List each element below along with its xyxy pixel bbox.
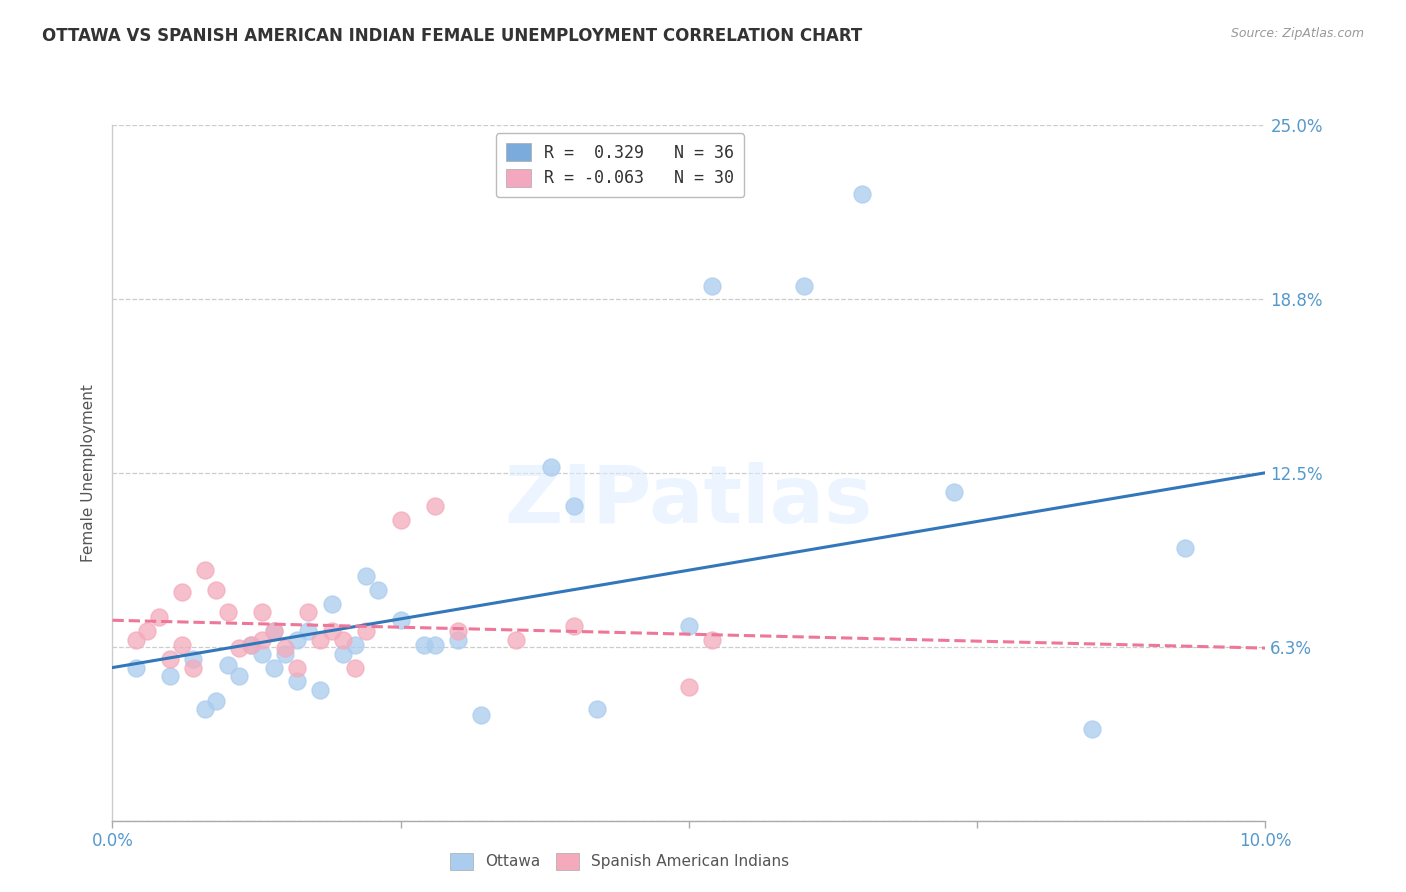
Point bbox=[354, 624, 377, 639]
Point bbox=[274, 647, 297, 661]
Point bbox=[678, 680, 700, 694]
Point bbox=[181, 652, 204, 666]
Point bbox=[194, 702, 217, 716]
Point bbox=[124, 660, 146, 674]
Point bbox=[309, 682, 332, 697]
Point bbox=[239, 638, 262, 652]
Point bbox=[321, 624, 343, 639]
Point bbox=[851, 187, 873, 202]
Point bbox=[793, 279, 815, 293]
Point bbox=[678, 619, 700, 633]
Point bbox=[285, 632, 308, 647]
Point bbox=[425, 499, 447, 513]
Point bbox=[505, 632, 527, 647]
Point bbox=[170, 585, 193, 599]
Point bbox=[309, 632, 332, 647]
Point bbox=[252, 605, 274, 619]
Point bbox=[194, 563, 217, 577]
Point bbox=[217, 605, 239, 619]
Point bbox=[1174, 541, 1197, 555]
Text: Source: ZipAtlas.com: Source: ZipAtlas.com bbox=[1230, 27, 1364, 40]
Point bbox=[263, 624, 285, 639]
Point bbox=[274, 641, 297, 656]
Point bbox=[343, 638, 366, 652]
Point bbox=[170, 638, 193, 652]
Point bbox=[447, 624, 470, 639]
Point bbox=[217, 657, 239, 672]
Point bbox=[389, 613, 412, 627]
Point bbox=[470, 707, 492, 722]
Point bbox=[367, 582, 389, 597]
Point bbox=[297, 624, 319, 639]
Legend: Ottawa, Spanish American Indians: Ottawa, Spanish American Indians bbox=[444, 847, 796, 876]
Point bbox=[700, 279, 723, 293]
Text: ZIPatlas: ZIPatlas bbox=[505, 461, 873, 540]
Point bbox=[297, 605, 319, 619]
Point bbox=[124, 632, 146, 647]
Point bbox=[239, 638, 262, 652]
Point bbox=[181, 660, 204, 674]
Point bbox=[285, 674, 308, 689]
Point bbox=[136, 624, 159, 639]
Point bbox=[321, 597, 343, 611]
Point bbox=[540, 460, 562, 475]
Point bbox=[389, 513, 412, 527]
Point bbox=[585, 702, 607, 716]
Point bbox=[562, 619, 585, 633]
Point bbox=[159, 652, 181, 666]
Point bbox=[205, 694, 228, 708]
Point bbox=[159, 669, 181, 683]
Point bbox=[343, 660, 366, 674]
Point bbox=[332, 632, 354, 647]
Point bbox=[148, 610, 170, 624]
Point bbox=[332, 647, 354, 661]
Point bbox=[425, 638, 447, 652]
Point bbox=[700, 632, 723, 647]
Point bbox=[205, 582, 228, 597]
Point bbox=[943, 485, 966, 500]
Y-axis label: Female Unemployment: Female Unemployment bbox=[80, 384, 96, 562]
Point bbox=[263, 660, 285, 674]
Text: OTTAWA VS SPANISH AMERICAN INDIAN FEMALE UNEMPLOYMENT CORRELATION CHART: OTTAWA VS SPANISH AMERICAN INDIAN FEMALE… bbox=[42, 27, 862, 45]
Point bbox=[252, 647, 274, 661]
Point bbox=[1081, 722, 1104, 736]
Point bbox=[252, 632, 274, 647]
Point bbox=[228, 641, 250, 656]
Point bbox=[263, 624, 285, 639]
Point bbox=[228, 669, 250, 683]
Point bbox=[285, 660, 308, 674]
Point bbox=[562, 499, 585, 513]
Point bbox=[412, 638, 434, 652]
Point bbox=[447, 632, 470, 647]
Point bbox=[354, 568, 377, 582]
